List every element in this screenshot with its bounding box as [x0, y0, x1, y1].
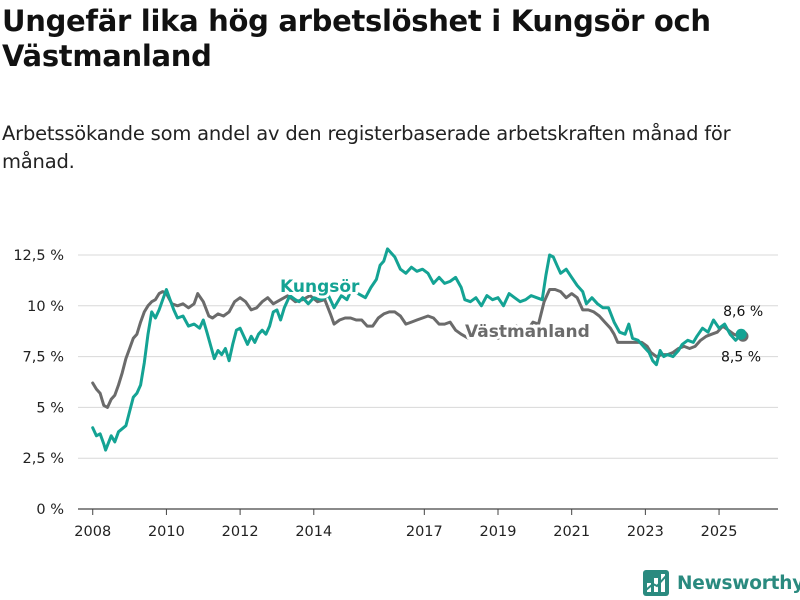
x-tick-label: 2025 — [701, 524, 738, 540]
y-tick-label: 7,5 % — [23, 350, 64, 366]
end-markers — [735, 328, 749, 342]
logo-text: Newsworthy — [677, 572, 800, 594]
y-tick-label: 12,5 % — [13, 248, 64, 264]
grid-lines — [78, 254, 778, 510]
x-tick-label: 2017 — [406, 524, 443, 540]
chart-subtitle: Arbetssökande som andel av den registerb… — [2, 122, 731, 173]
y-tick-label: 5 % — [36, 400, 64, 416]
y-tick-label: 10 % — [27, 299, 64, 315]
x-axis-tick-labels: 2008 2010 2012 2014 2017 2019 2021 2023 2025 — [74, 509, 738, 540]
end-value-label-kungsor: 8,6 % — [723, 304, 763, 320]
end-marker-kungsor — [735, 328, 747, 340]
x-tick-label: 2008 — [74, 524, 111, 540]
y-axis-tick-labels: 0 % 2,5 % 5 % 7,5 % 10 % 12,5 % — [13, 248, 64, 518]
bar-chart-logo-icon — [643, 570, 669, 596]
end-value-label-vastmanland: 8,5 % — [721, 349, 761, 365]
series-lines — [91, 247, 745, 452]
x-tick-label: 2019 — [480, 524, 517, 540]
series-label-kungsor: Kungsör — [280, 277, 360, 297]
x-tick-label: 2023 — [627, 524, 664, 540]
newsworthy-logo[interactable]: Newsworthy — [643, 568, 800, 598]
chart-title: Ungefär lika hög arbetslöshet i Kungsör … — [2, 4, 711, 73]
y-tick-label: 2,5 % — [23, 451, 64, 467]
x-tick-label: 2010 — [148, 524, 185, 540]
y-tick-label: 0 % — [36, 502, 64, 518]
series-line-kungsor — [91, 247, 743, 452]
x-tick-label: 2021 — [553, 524, 590, 540]
x-tick-label: 2012 — [222, 524, 259, 540]
x-tick-label: 2014 — [295, 524, 332, 540]
series-label-vastmanland: Västmanland — [465, 322, 590, 342]
